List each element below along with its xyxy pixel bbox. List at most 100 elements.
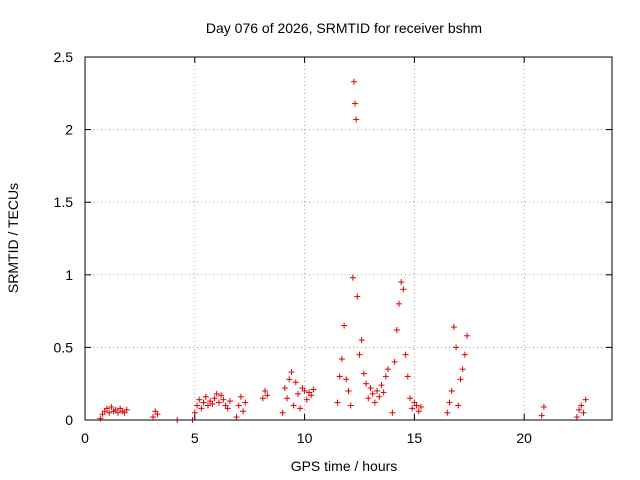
data-point: [393, 326, 400, 333]
data-point: [349, 274, 356, 281]
data-point: [150, 414, 157, 421]
data-point: [215, 399, 222, 406]
data-point: [334, 399, 341, 406]
data-point: [404, 373, 411, 380]
data-point: [576, 406, 583, 413]
data-point: [378, 382, 385, 389]
y-tick-label: 1: [65, 267, 73, 283]
data-point: [310, 386, 317, 393]
data-point: [97, 415, 104, 422]
data-point: [108, 403, 115, 410]
data-point: [211, 395, 218, 402]
data-point: [308, 392, 315, 399]
data-point: [374, 387, 381, 394]
data-point: [580, 409, 587, 416]
data-point: [297, 405, 304, 412]
data-point: [363, 380, 370, 387]
data-point: [292, 379, 299, 386]
data-point: [233, 414, 240, 421]
data-point: [573, 414, 580, 421]
data-point: [391, 358, 398, 365]
data-point: [301, 387, 308, 394]
data-point: [578, 402, 585, 409]
data-point: [264, 392, 271, 399]
data-point: [262, 387, 269, 394]
x-axis-label: GPS time / hours: [291, 458, 398, 474]
data-point: [382, 373, 389, 380]
data-point: [350, 78, 357, 85]
x-tick-label: 10: [297, 430, 313, 446]
data-point: [371, 399, 378, 406]
grid-lines: [85, 57, 612, 420]
data-point: [191, 409, 198, 416]
data-point: [220, 396, 227, 403]
data-point: [446, 399, 453, 406]
data-point: [369, 390, 376, 397]
data-point: [409, 405, 416, 412]
data-point: [448, 387, 455, 394]
data-point: [380, 389, 387, 396]
data-point: [402, 351, 409, 358]
data-point: [200, 399, 207, 406]
data-point: [341, 322, 348, 329]
x-tick-label: 20: [516, 430, 532, 446]
data-point: [417, 403, 424, 410]
data-point: [343, 376, 350, 383]
data-point: [106, 409, 113, 416]
data-point: [218, 392, 225, 399]
data-point: [242, 399, 249, 406]
data-point: [303, 396, 310, 403]
data-point: [367, 385, 374, 392]
data-point: [538, 412, 545, 419]
data-point: [213, 390, 220, 397]
data-point: [338, 356, 345, 363]
data-point: [284, 395, 291, 402]
data-point: [259, 395, 266, 402]
y-tick-label: 0.5: [54, 339, 74, 355]
y-tick-label: 0: [65, 412, 73, 428]
data-point: [240, 408, 247, 415]
plot-frame: [84, 56, 613, 421]
data-point: [237, 393, 244, 400]
data-point: [540, 403, 547, 410]
data-point: [345, 387, 352, 394]
data-point: [202, 393, 209, 400]
data-point: [123, 406, 130, 413]
data-point: [385, 366, 392, 373]
data-point: [415, 408, 422, 415]
data-point: [352, 100, 359, 107]
data-point: [453, 344, 460, 351]
data-point: [360, 370, 367, 377]
data-point: [356, 351, 363, 358]
data-point: [358, 337, 365, 344]
data-point: [290, 402, 297, 409]
y-tick-label: 2: [65, 122, 73, 138]
x-tick-label: 5: [191, 430, 199, 446]
data-point: [294, 390, 301, 397]
chart-title: Day 076 of 2026, SRMTID for receiver bsh…: [206, 20, 482, 36]
data-point: [464, 332, 471, 339]
data-point: [198, 405, 205, 412]
data-point: [365, 395, 372, 402]
data-point: [450, 324, 457, 331]
data-point: [279, 409, 286, 416]
data-point: [353, 116, 360, 123]
data-point: [154, 411, 161, 418]
data-point: [103, 405, 110, 412]
data-point: [457, 376, 464, 383]
data-point: [354, 293, 361, 300]
data-point: [204, 402, 211, 409]
data-point: [413, 402, 420, 409]
y-axis-label: SRMTID / TECUs: [5, 183, 21, 293]
data-point: [455, 402, 462, 409]
data-point: [376, 393, 383, 400]
data-point: [406, 395, 413, 402]
data-point: [235, 402, 242, 409]
data-point: [444, 409, 451, 416]
data-point: [582, 396, 589, 403]
axis-ticks: 0 5 10 15 20 0 0.5 1 1.5 2 2.5: [54, 49, 612, 446]
y-tick-label: 1.5: [54, 194, 74, 210]
data-point: [196, 396, 203, 403]
